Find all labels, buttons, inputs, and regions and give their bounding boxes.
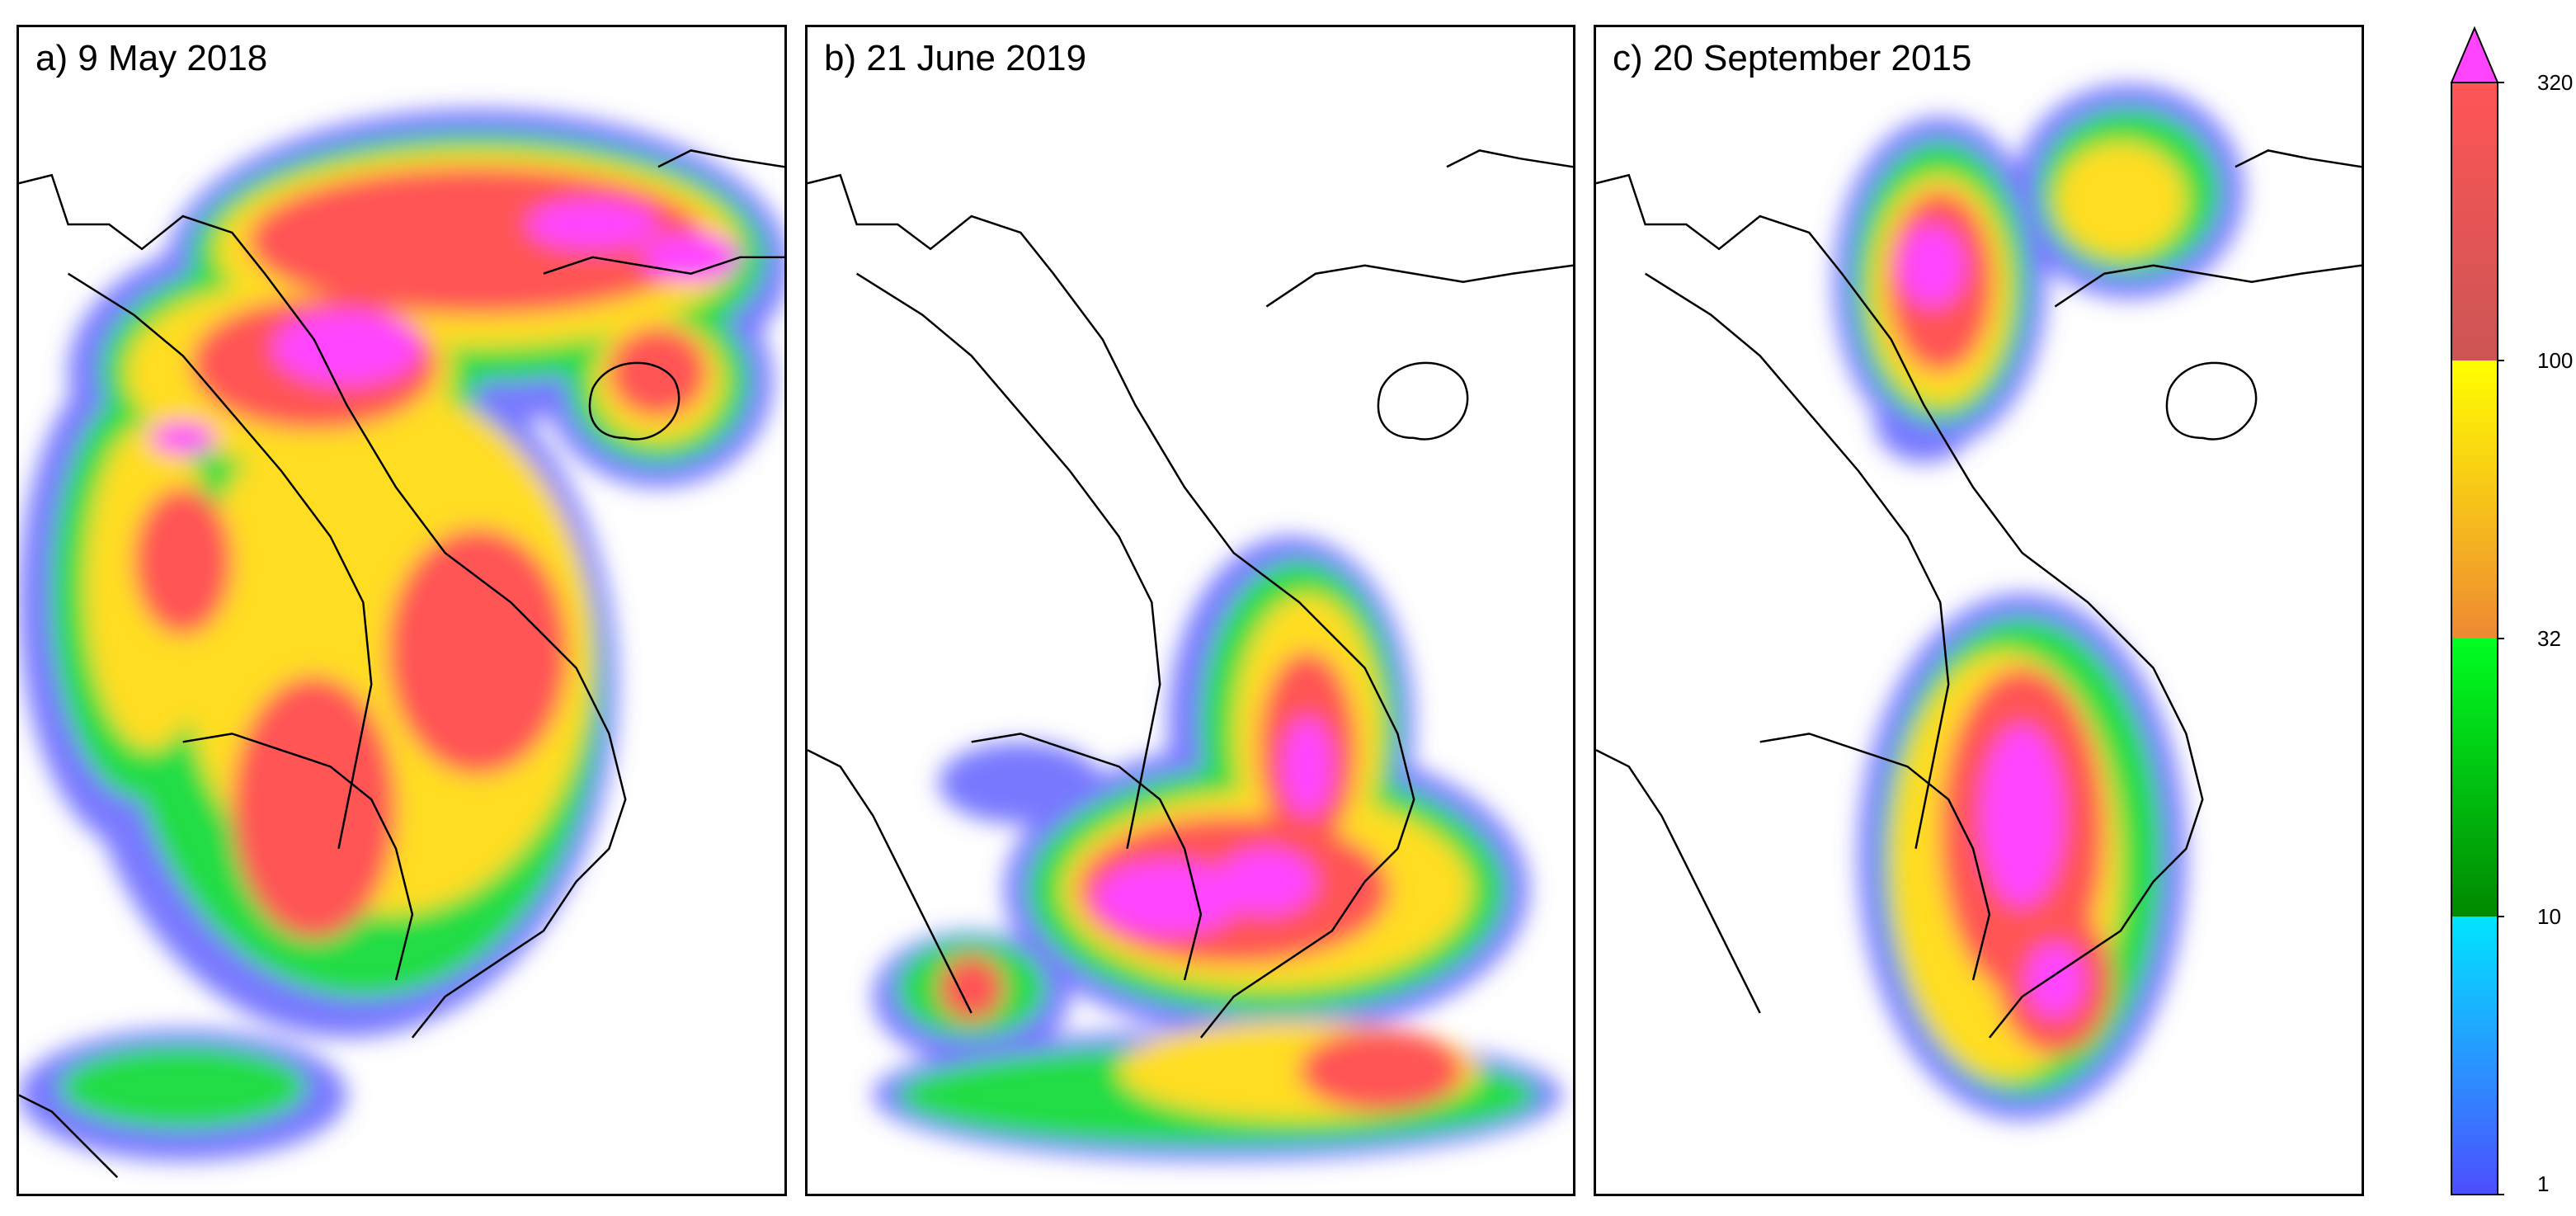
colorbar [2450, 26, 2504, 1195]
map-a-canvas [19, 109, 784, 1178]
panel-title-c: c) 20 September 2015 [1608, 37, 1977, 81]
colorbar-extend-triangle [2450, 26, 2499, 83]
colorbar-segment-100-320 [2451, 82, 2498, 361]
panel-title-a: a) 9 May 2018 [31, 37, 273, 81]
map-panel-a: a) 9 May 2018 [16, 25, 787, 1196]
rainfall-field-c [1834, 84, 2244, 1120]
colorbar-tick-label: 32 [2537, 626, 2561, 651]
map-b-canvas [808, 149, 1573, 1162]
colorbar-tick-label: 1 [2537, 1171, 2550, 1196]
panel-title-b: b) 21 June 2019 [819, 37, 1092, 81]
coastlines-borders-a [19, 149, 784, 1178]
colorbar-tick-label: 100 [2537, 348, 2574, 373]
coastlines-borders-c [1596, 149, 2362, 1039]
coastlines-borders-b [808, 149, 1573, 1039]
map-panel-b: b) 21 June 2019 [805, 25, 1575, 1196]
rainfall-field-a [19, 109, 784, 1162]
colorbar-tick-label: 10 [2537, 904, 2561, 929]
colorbar-tick-label: 320 [2537, 70, 2574, 95]
colorbar-segment-1-10 [2451, 917, 2498, 1195]
map-panel-c: c) 20 September 2015 [1594, 25, 2364, 1196]
rainfall-field-b [873, 536, 1562, 1162]
map-c-canvas [1596, 84, 2362, 1120]
colorbar-segment-10-32 [2451, 639, 2498, 917]
colorbar-segment-32-100 [2451, 361, 2498, 639]
